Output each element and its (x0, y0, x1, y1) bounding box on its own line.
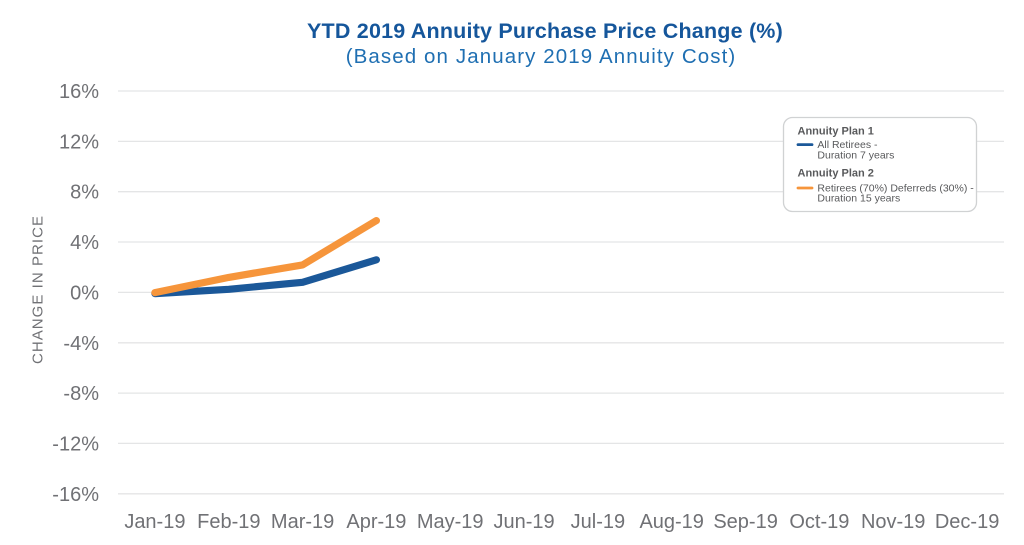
svg-text:Nov-19: Nov-19 (861, 511, 925, 533)
svg-text:Mar-19: Mar-19 (271, 511, 334, 533)
svg-text:Duration 15 years: Duration 15 years (817, 192, 900, 204)
svg-text:Dec-19: Dec-19 (935, 511, 999, 533)
svg-text:Annuity Plan 2: Annuity Plan 2 (798, 168, 874, 180)
svg-text:(Based on January 2019 Annuity: (Based on January 2019 Annuity Cost) (346, 45, 737, 68)
svg-text:Retirees (70%) Deferreds (30%): Retirees (70%) Deferreds (30%) - (817, 182, 974, 194)
svg-text:Sep-19: Sep-19 (713, 511, 778, 533)
svg-text:CHANGE IN PRICE: CHANGE IN PRICE (30, 215, 47, 364)
svg-text:Duration 7 years: Duration 7 years (817, 150, 894, 162)
svg-text:Feb-19: Feb-19 (197, 511, 260, 533)
svg-text:-16%: -16% (52, 484, 99, 506)
svg-text:Oct-19: Oct-19 (789, 511, 849, 533)
svg-text:-4%: -4% (63, 333, 99, 355)
svg-text:Annuity Plan 1: Annuity Plan 1 (798, 126, 874, 138)
svg-text:0%: 0% (70, 282, 99, 304)
svg-text:-12%: -12% (52, 433, 99, 455)
svg-text:YTD 2019 Annuity Purchase Pric: YTD 2019 Annuity Purchase Price Change (… (307, 19, 783, 43)
svg-text:Jun-19: Jun-19 (494, 511, 555, 533)
svg-text:8%: 8% (70, 182, 99, 204)
svg-text:12%: 12% (59, 131, 99, 153)
svg-text:4%: 4% (70, 232, 99, 254)
svg-text:Apr-19: Apr-19 (346, 511, 406, 533)
svg-text:All Retirees -: All Retirees - (817, 139, 878, 151)
svg-text:-8%: -8% (63, 383, 99, 405)
svg-text:16%: 16% (59, 81, 99, 103)
svg-text:Aug-19: Aug-19 (639, 511, 704, 533)
svg-text:May-19: May-19 (417, 511, 484, 533)
svg-text:Jan-19: Jan-19 (124, 511, 185, 533)
svg-text:Jul-19: Jul-19 (571, 511, 625, 533)
